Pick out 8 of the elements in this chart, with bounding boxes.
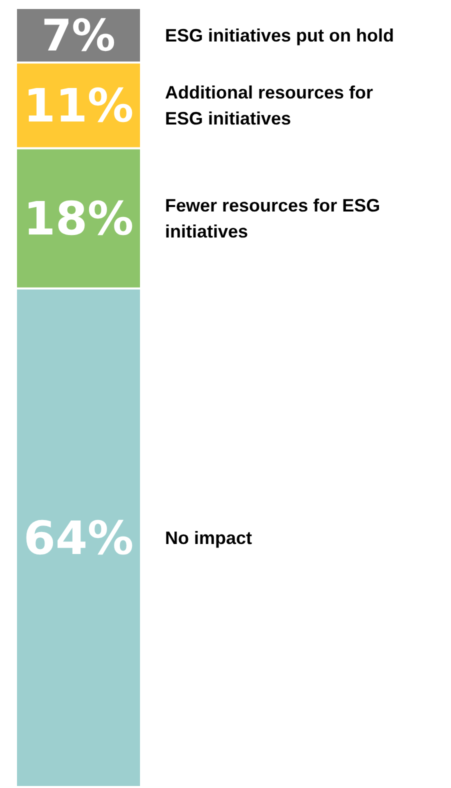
data-label: 64% bbox=[23, 510, 134, 565]
series-label: Fewer resources for ESG initiatives bbox=[165, 196, 380, 242]
data-label: 11% bbox=[23, 78, 134, 132]
series-label: Additional resources for ESG initiatives bbox=[165, 82, 374, 129]
series-label: No impact bbox=[165, 528, 252, 548]
data-label: 18% bbox=[23, 191, 134, 246]
data-label: 7% bbox=[41, 12, 116, 62]
series-label: ESG initiatives put on hold bbox=[165, 26, 394, 46]
